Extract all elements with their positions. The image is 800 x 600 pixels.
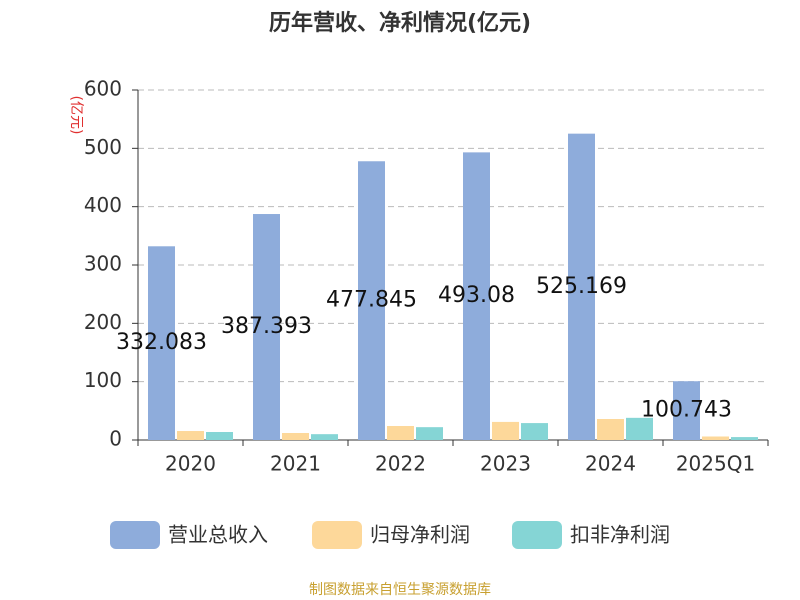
bar xyxy=(387,426,414,440)
data-label: 493.08 xyxy=(438,283,515,308)
data-label: 525.169 xyxy=(536,274,627,299)
bar xyxy=(568,133,595,440)
source-note: 制图数据来自恒生聚源数据库 xyxy=(309,582,491,598)
bar xyxy=(731,437,758,440)
y-tick-label: 300 xyxy=(84,252,122,276)
bar xyxy=(626,417,653,440)
x-tick-label: 2021 xyxy=(270,452,321,476)
x-tick-label: 2025Q1 xyxy=(676,452,755,476)
legend-swatch xyxy=(512,521,562,549)
data-label: 332.083 xyxy=(116,330,207,355)
data-label: 387.393 xyxy=(221,314,312,339)
y-tick-label: 500 xyxy=(84,135,122,159)
bar xyxy=(673,381,700,440)
data-label: 100.743 xyxy=(641,398,732,423)
x-tick-label: 2023 xyxy=(480,452,531,476)
bar xyxy=(206,432,233,440)
x-tick-label: 2024 xyxy=(585,452,636,476)
bar xyxy=(177,431,204,440)
x-tick-label: 2022 xyxy=(375,452,426,476)
bar xyxy=(702,436,729,440)
bar xyxy=(148,246,175,440)
y-tick-label: 400 xyxy=(84,193,122,217)
y-tick-label: 600 xyxy=(84,77,122,101)
y-tick-label: 200 xyxy=(84,310,122,334)
bar xyxy=(463,152,490,440)
data-label: 477.845 xyxy=(326,288,417,313)
chart-title: 历年营收、净利情况(亿元) xyxy=(269,10,531,36)
legend-label: 归母净利润 xyxy=(370,523,470,547)
bar xyxy=(521,423,548,440)
x-tick-label: 2020 xyxy=(165,452,216,476)
y-axis-label: (亿元) xyxy=(68,96,84,135)
bar xyxy=(358,161,385,440)
bar xyxy=(311,434,338,440)
bar xyxy=(282,433,309,440)
bar xyxy=(416,427,443,440)
bar xyxy=(492,421,519,440)
legend-label: 扣非净利润 xyxy=(570,523,670,547)
bar xyxy=(597,419,624,440)
legend-label: 营业总收入 xyxy=(168,523,268,547)
bar xyxy=(253,214,280,440)
y-tick-label: 100 xyxy=(84,368,122,392)
legend-swatch xyxy=(312,521,362,549)
legend-swatch xyxy=(110,521,160,549)
y-tick-label: 0 xyxy=(109,427,122,451)
